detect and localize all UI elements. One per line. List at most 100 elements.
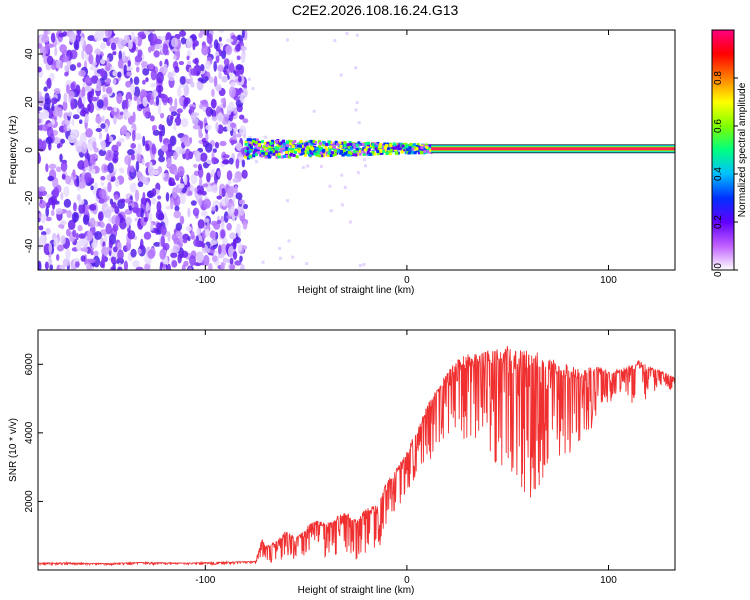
noise-cell bbox=[214, 205, 219, 212]
colorbar-tick-label: 0.0 bbox=[713, 263, 724, 277]
noise-cell bbox=[174, 205, 180, 212]
noise-cell bbox=[102, 84, 106, 93]
noise-cell bbox=[217, 244, 222, 255]
noise-cell bbox=[51, 118, 56, 125]
noise-cell bbox=[210, 249, 215, 254]
y-tick-label: -20 bbox=[24, 190, 35, 205]
signal-cell bbox=[249, 145, 253, 149]
noise-cell bbox=[49, 264, 54, 270]
noise-cell bbox=[67, 219, 76, 230]
noise-cell bbox=[124, 198, 132, 204]
noise-cell bbox=[117, 38, 125, 50]
noise-cell bbox=[38, 260, 42, 270]
noise-cell bbox=[211, 116, 218, 121]
signal-cell bbox=[408, 146, 412, 150]
signal-cell bbox=[392, 142, 396, 146]
noise-cell bbox=[234, 185, 238, 195]
noise-cell bbox=[157, 86, 162, 98]
noise-cell bbox=[60, 220, 68, 226]
noise-cell bbox=[192, 207, 200, 217]
signal-cell bbox=[286, 143, 290, 147]
noise-cell bbox=[147, 93, 151, 103]
noise-cell bbox=[176, 112, 181, 119]
noise-cell bbox=[183, 174, 188, 186]
noise-cell bbox=[170, 37, 179, 48]
signal-cell bbox=[365, 148, 369, 152]
x-tick-label: 100 bbox=[600, 275, 617, 286]
signal-cell bbox=[311, 139, 315, 143]
noise-cell bbox=[227, 186, 234, 198]
noise-cell bbox=[134, 189, 140, 202]
noise-cell bbox=[59, 44, 67, 53]
noise-cell bbox=[220, 97, 225, 104]
signal-cell bbox=[371, 143, 375, 147]
signal-cell bbox=[285, 154, 289, 158]
noise-cell bbox=[210, 98, 217, 109]
noise-cell bbox=[235, 192, 243, 200]
signal-cell bbox=[247, 150, 251, 154]
noise-cell bbox=[84, 172, 92, 183]
noise-cell bbox=[70, 82, 76, 91]
noise-cell bbox=[73, 38, 79, 50]
sparse-cell bbox=[348, 220, 352, 224]
noise-cell bbox=[235, 43, 241, 52]
signal-cell bbox=[313, 145, 317, 149]
signal-cell bbox=[373, 146, 377, 150]
noise-cell bbox=[241, 159, 246, 168]
signal-cell bbox=[353, 149, 357, 153]
noise-cell bbox=[44, 92, 50, 102]
signal-cell bbox=[329, 141, 333, 145]
noise-cell bbox=[137, 31, 146, 38]
noise-cell bbox=[177, 165, 185, 177]
colorbar-tick-label: 0.4 bbox=[713, 167, 724, 181]
signal-cell bbox=[266, 153, 270, 157]
snr-y-axis-title: SNR (10 * v/v) bbox=[8, 418, 19, 482]
signal-cell bbox=[366, 150, 370, 154]
snr-frame bbox=[37, 329, 676, 571]
noise-cell bbox=[105, 208, 112, 219]
noise-cell bbox=[117, 266, 123, 270]
noise-cell bbox=[232, 131, 237, 141]
noise-cell bbox=[222, 257, 228, 263]
signal-cell bbox=[349, 151, 353, 155]
signal-cell bbox=[269, 151, 273, 155]
noise-cell bbox=[216, 112, 224, 123]
noise-cell bbox=[48, 109, 53, 118]
noise-cell bbox=[103, 235, 108, 244]
signal-cell bbox=[427, 150, 431, 154]
noise-cell bbox=[84, 247, 89, 253]
noise-cell bbox=[199, 120, 204, 130]
noise-cell bbox=[118, 138, 125, 143]
signal-cell bbox=[343, 152, 347, 156]
noise-cell bbox=[211, 255, 218, 263]
noise-cell bbox=[173, 121, 177, 131]
sparse-cell bbox=[248, 135, 252, 139]
signal-cell bbox=[301, 151, 305, 155]
noise-cell bbox=[90, 250, 94, 256]
noise-cell bbox=[226, 222, 232, 231]
signal-cell bbox=[337, 146, 341, 150]
noise-cell bbox=[157, 195, 162, 200]
noise-cell bbox=[198, 132, 204, 139]
noise-cell bbox=[196, 227, 200, 236]
snr-line-layer bbox=[38, 346, 675, 567]
signal-cell bbox=[395, 152, 399, 156]
noise-cell bbox=[109, 37, 117, 45]
noise-cell bbox=[85, 128, 93, 138]
signal-cell bbox=[362, 152, 366, 156]
signal-cell bbox=[282, 139, 286, 143]
noise-cell bbox=[151, 197, 157, 205]
noise-cell bbox=[46, 77, 52, 89]
noise-cell bbox=[206, 221, 211, 232]
x-tick-label: 0 bbox=[404, 275, 410, 286]
noise-cell bbox=[98, 211, 104, 222]
noise-cell bbox=[209, 43, 213, 49]
noise-cell bbox=[104, 156, 110, 161]
noise-cell bbox=[73, 202, 77, 212]
noise-cell bbox=[153, 242, 162, 247]
noise-cell bbox=[81, 86, 86, 99]
noise-cell bbox=[87, 104, 91, 112]
noise-cell bbox=[159, 248, 167, 260]
noise-cell bbox=[129, 165, 135, 173]
noise-cell bbox=[95, 115, 102, 124]
